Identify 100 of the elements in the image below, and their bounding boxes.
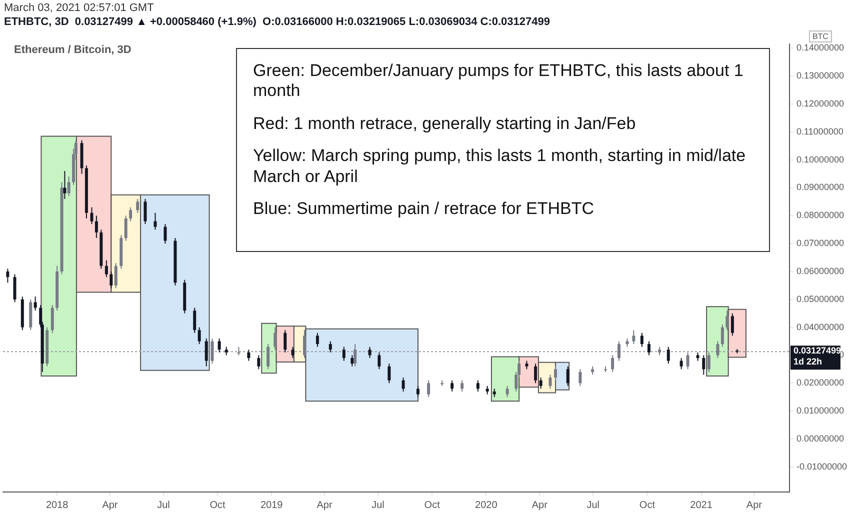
candlestick bbox=[247, 349, 250, 362]
annotation: Yellow: March spring pump, this lasts 1 month, starting in mid/late March or April bbox=[253, 146, 747, 187]
candlestick bbox=[266, 344, 270, 370]
y-tick-label: 0.04000000 bbox=[796, 322, 844, 332]
candlestick bbox=[90, 206, 94, 225]
annotation: Green: December/January pumps for ETHBTC, this lasts about 1 month bbox=[253, 61, 744, 102]
x-tick-label: 2021 bbox=[690, 500, 713, 511]
candlestick bbox=[218, 338, 221, 353]
candlestick bbox=[378, 352, 381, 370]
x-tick-label: Oct bbox=[424, 500, 440, 511]
y-tick-label: 0.14000000 bbox=[796, 42, 844, 53]
candlestick bbox=[450, 380, 454, 392]
candlestick bbox=[104, 260, 108, 278]
x-tick-label: Oct bbox=[210, 500, 226, 511]
candlestick bbox=[13, 274, 16, 303]
annotation: Blue: Summertime pain / retrace for ETHBTC bbox=[253, 198, 596, 220]
candlestick bbox=[647, 340, 650, 356]
candlestick bbox=[460, 380, 464, 392]
y-tick-label: 0.07000000 bbox=[796, 238, 844, 248]
candlestick bbox=[114, 262, 118, 289]
y-tick-label: 0.11000000 bbox=[796, 126, 844, 136]
x-tick-label: Apr bbox=[102, 500, 118, 511]
candlestick bbox=[388, 363, 391, 384]
candlestick bbox=[686, 352, 690, 370]
x-tick-label: Apr bbox=[316, 500, 333, 511]
candlestick bbox=[154, 212, 157, 230]
x-tick-label: Apr bbox=[532, 500, 548, 511]
candlestick bbox=[416, 385, 420, 398]
candlestick bbox=[539, 377, 542, 390]
candlestick bbox=[257, 354, 260, 370]
y-tick-label: 0.13000000 bbox=[796, 70, 844, 81]
x-tick-label: 2020 bbox=[475, 500, 498, 511]
candlestick bbox=[110, 270, 113, 289]
candlestick bbox=[136, 198, 140, 214]
candlestick bbox=[506, 385, 509, 398]
candlestick bbox=[632, 330, 636, 345]
candlestick bbox=[303, 330, 306, 359]
y-axis-title: BTC bbox=[812, 32, 829, 42]
candlestick bbox=[144, 198, 147, 225]
candlestick bbox=[350, 354, 354, 367]
candlestick bbox=[204, 338, 208, 367]
ref-line-label: 0.03127499 1d 22h bbox=[793, 346, 842, 367]
candlestick bbox=[291, 346, 294, 359]
candlestick bbox=[94, 215, 98, 238]
text: March 03, 2021 02:57:01 GMT bbox=[4, 2, 154, 14]
candlestick bbox=[427, 380, 430, 398]
candlestick bbox=[164, 224, 167, 244]
annotation: Red: 1 month retrace, generally starting in Jan/Feb bbox=[253, 114, 637, 134]
candlestick bbox=[680, 358, 683, 370]
x-tick-label: Jul bbox=[586, 500, 600, 511]
candlestick bbox=[67, 176, 70, 197]
y-tick-label: 0.06000000 bbox=[796, 266, 844, 276]
candlestick bbox=[210, 338, 214, 364]
candlestick bbox=[726, 310, 729, 331]
candlestick bbox=[63, 170, 66, 200]
x-tick-label: Jul bbox=[372, 500, 384, 511]
chart-subtitle: ETHBTC, 3D 0.03127499 ▲ +0.00058460 (+1.9%) O:0.03166000 H:0.03219065 L:0.03069034 C:0.03127499 bbox=[4, 16, 550, 28]
candlestick bbox=[50, 304, 54, 334]
chart-title: Ethereum / Bitcoin, 3D bbox=[14, 44, 132, 56]
candlestick bbox=[640, 332, 644, 348]
y-tick-label: 0.00000000 bbox=[796, 433, 844, 444]
candlestick bbox=[198, 326, 201, 345]
candlestick bbox=[124, 215, 128, 242]
candlestick bbox=[720, 324, 724, 348]
y-tick-label: 0.10000000 bbox=[796, 154, 844, 164]
candlestick bbox=[702, 354, 706, 376]
y-tick-label: 0.09000000 bbox=[796, 182, 844, 192]
candlestick bbox=[611, 354, 614, 372]
candlestick bbox=[476, 380, 480, 392]
candlestick bbox=[578, 368, 582, 386]
candlestick bbox=[402, 377, 405, 392]
x-tick-label: Jul bbox=[157, 500, 170, 511]
y-tick-label: 0.08000000 bbox=[796, 210, 844, 220]
y-tick-label: 0.05000000 bbox=[796, 294, 844, 304]
candlestick bbox=[342, 346, 346, 362]
candlestick bbox=[6, 268, 10, 284]
x-tick-label: Oct bbox=[639, 500, 656, 511]
candlestick bbox=[274, 326, 277, 350]
candlestick bbox=[316, 332, 319, 348]
candlestick bbox=[34, 296, 37, 312]
candlestick bbox=[354, 344, 357, 367]
candlestick bbox=[328, 340, 332, 353]
candlestick bbox=[129, 206, 132, 222]
candlestick bbox=[284, 330, 287, 353]
y-tick-label: 0.02000000 bbox=[796, 378, 844, 388]
candlestick bbox=[730, 312, 734, 336]
x-tick-label: 2018 bbox=[46, 500, 69, 511]
y-tick-label: -0.01000000 bbox=[796, 461, 847, 472]
y-tick-label: 0.01000000 bbox=[796, 406, 844, 416]
candlestick bbox=[548, 374, 552, 390]
candlestick bbox=[707, 352, 710, 372]
candlestick bbox=[617, 340, 620, 362]
x-tick-label: 2019 bbox=[260, 500, 284, 511]
candlestick bbox=[666, 346, 670, 364]
y-tick-label: 0.12000000 bbox=[796, 98, 844, 108]
candlestick bbox=[534, 363, 538, 384]
x-tick-label: Apr bbox=[746, 500, 763, 511]
candlestick bbox=[193, 307, 196, 334]
candlestick bbox=[554, 366, 558, 381]
candlestick bbox=[566, 366, 570, 386]
